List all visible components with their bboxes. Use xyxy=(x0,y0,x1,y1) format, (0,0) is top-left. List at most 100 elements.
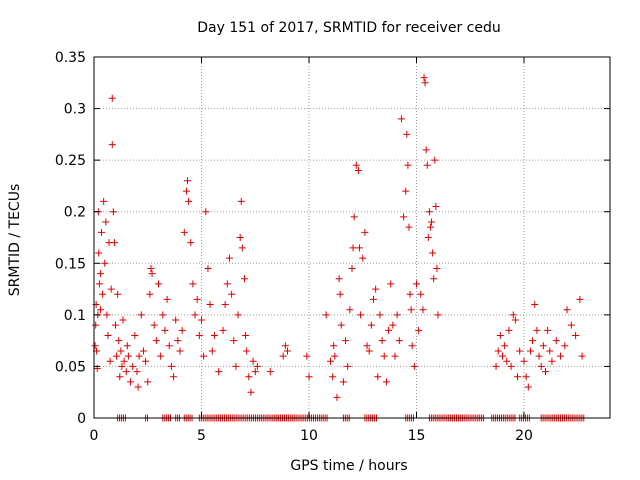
data-point xyxy=(305,373,313,381)
y-tick-label: 0.15 xyxy=(55,256,86,272)
data-point xyxy=(137,311,145,319)
data-point xyxy=(281,342,289,350)
data-point xyxy=(557,352,565,360)
x-tick-label: 20 xyxy=(515,428,533,444)
data-point xyxy=(348,264,356,272)
data-point xyxy=(208,347,216,355)
data-point xyxy=(337,321,345,329)
data-point xyxy=(405,223,413,231)
data-point xyxy=(99,290,107,298)
data-point xyxy=(406,290,414,298)
x-tick-label: 0 xyxy=(90,428,99,444)
data-point xyxy=(241,275,248,283)
data-point xyxy=(576,295,584,303)
data-point xyxy=(417,290,425,298)
data-point xyxy=(407,306,415,314)
data-point xyxy=(359,254,367,262)
data-point xyxy=(91,342,99,350)
data-point xyxy=(116,373,124,381)
data-point xyxy=(152,337,160,345)
data-point xyxy=(144,378,152,386)
data-point xyxy=(185,197,193,205)
data-point xyxy=(376,311,384,319)
data-point xyxy=(397,115,405,123)
data-point xyxy=(223,280,231,288)
data-point xyxy=(356,244,364,252)
grid-lines xyxy=(94,57,610,418)
data-point xyxy=(109,208,117,216)
data-point xyxy=(400,213,408,221)
data-point xyxy=(284,347,291,355)
data-point xyxy=(542,368,549,376)
data-point xyxy=(352,161,360,169)
data-point xyxy=(163,295,171,303)
data-point xyxy=(501,342,509,350)
data-point xyxy=(146,290,154,298)
data-point xyxy=(122,368,130,376)
data-point xyxy=(354,166,362,174)
y-tick-label: 0.3 xyxy=(64,102,86,118)
data-point xyxy=(387,280,395,288)
data-point xyxy=(514,373,522,381)
data-point xyxy=(238,244,246,252)
data-point xyxy=(243,347,251,355)
data-point xyxy=(421,79,429,87)
data-point xyxy=(516,347,524,355)
data-point xyxy=(225,254,233,262)
data-point xyxy=(419,306,427,314)
data-point xyxy=(193,295,201,303)
data-point xyxy=(147,264,155,272)
data-point xyxy=(117,347,125,355)
data-point xyxy=(374,373,382,381)
data-point xyxy=(98,228,106,236)
data-point xyxy=(251,368,259,376)
data-point xyxy=(198,316,205,324)
data-point xyxy=(96,270,104,278)
data-point xyxy=(370,295,377,303)
x-tick-label: 5 xyxy=(197,428,206,444)
data-point xyxy=(133,368,141,376)
data-point xyxy=(425,208,433,216)
y-tick-label: 0.35 xyxy=(55,50,86,66)
data-point xyxy=(329,373,337,381)
data-point xyxy=(520,357,528,365)
data-point xyxy=(161,326,169,334)
data-point xyxy=(170,373,178,381)
data-point xyxy=(422,146,430,154)
y-tick-label: 0 xyxy=(77,411,86,427)
data-point xyxy=(413,280,420,288)
axis-ticks: 0 0.05 0.1 0.15 0.2 0.25 0.3 0.35 0 5 10 15 20 xyxy=(55,50,610,444)
data-point xyxy=(365,347,373,355)
data-point xyxy=(124,352,132,360)
data-point xyxy=(134,383,142,391)
data-point xyxy=(331,352,339,360)
data-point xyxy=(428,218,436,226)
data-point xyxy=(402,187,410,195)
data-point xyxy=(572,331,580,339)
data-point xyxy=(102,218,110,226)
data-point xyxy=(150,321,158,329)
data-point xyxy=(496,331,504,339)
data-point xyxy=(155,280,162,288)
data-point xyxy=(524,383,532,391)
data-point xyxy=(237,197,245,205)
data-point xyxy=(539,342,547,350)
data-point xyxy=(184,177,192,185)
data-point xyxy=(115,337,123,345)
data-point xyxy=(424,234,432,241)
data-point xyxy=(191,311,199,319)
data-point xyxy=(548,357,556,365)
data-point xyxy=(101,259,109,267)
data-point xyxy=(123,342,131,350)
data-point xyxy=(552,337,560,345)
data-point xyxy=(127,378,135,386)
data-point xyxy=(430,275,438,283)
data-point xyxy=(350,213,358,221)
data-point xyxy=(95,249,103,257)
data-point xyxy=(385,326,393,334)
data-point xyxy=(242,331,250,339)
data-point xyxy=(509,311,517,319)
data-point xyxy=(322,311,330,319)
data-point xyxy=(339,378,347,386)
